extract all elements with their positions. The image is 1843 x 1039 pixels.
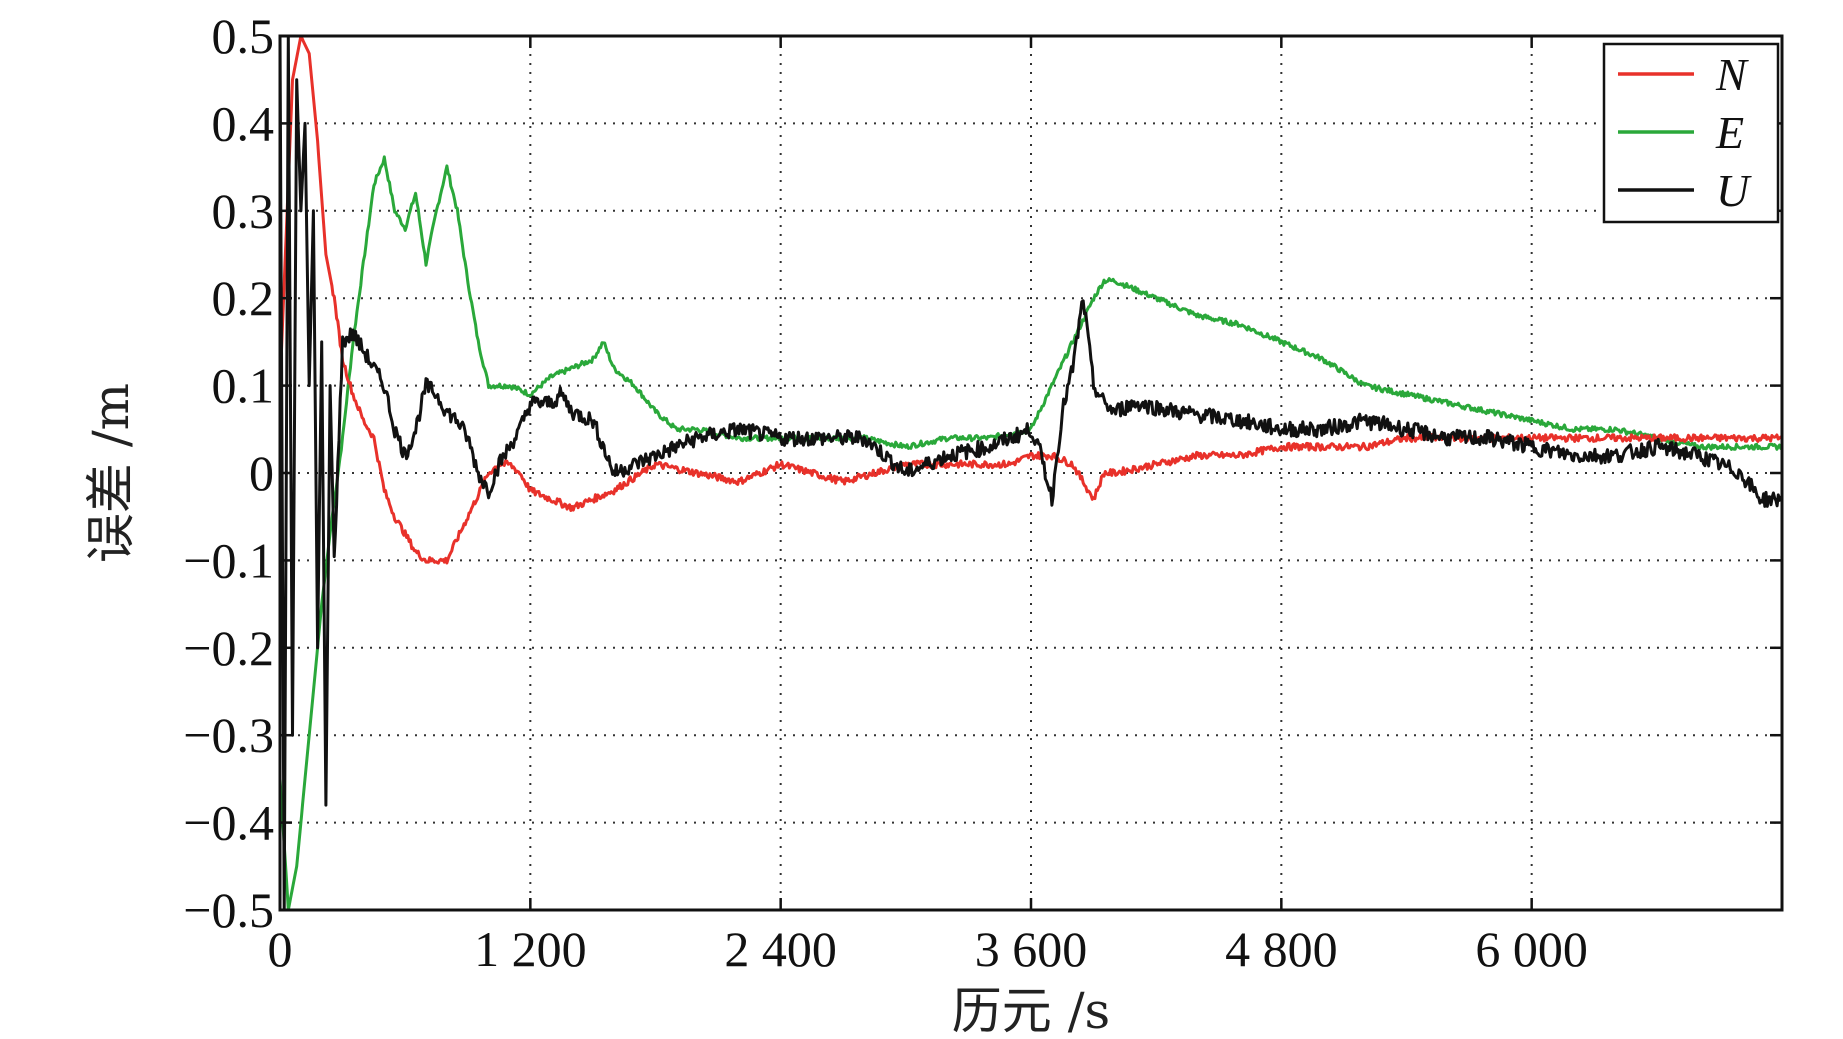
x-tick-label: 3 600: [975, 921, 1088, 977]
y-tick-label: −0.4: [183, 795, 274, 851]
x-axis-title: 历元 /s: [952, 982, 1110, 1039]
y-tick-label: −0.3: [183, 707, 274, 763]
y-tick-label: −0.5: [183, 882, 274, 938]
y-tick-label: 0.5: [212, 8, 275, 64]
x-tick-label: 2 400: [724, 921, 837, 977]
x-tick-label: 1 200: [474, 921, 587, 977]
x-tick-labels: 0 1 200 2 400 3 600 4 800 6 000: [268, 921, 1588, 977]
y-tick-label: 0.4: [212, 95, 275, 151]
legend: NEU: [1602, 42, 1780, 224]
legend-label-n: N: [1715, 49, 1749, 100]
legend-label-u: U: [1716, 165, 1752, 216]
series-line-u: [280, 36, 1782, 910]
series-line-e: [280, 155, 1782, 910]
y-tick-label: 0: [249, 445, 274, 501]
y-tick-label: −0.2: [183, 620, 274, 676]
y-tick-label: 0.3: [212, 183, 275, 239]
legend-label-e: E: [1715, 107, 1744, 158]
y-axis-title: 误差 /m: [82, 383, 140, 563]
x-tick-label: 4 800: [1225, 921, 1338, 977]
y-tick-label: 0.2: [212, 270, 275, 326]
y-tick-label: 0.1: [212, 358, 275, 414]
series-lines: [280, 36, 1782, 910]
y-tick-label: −0.1: [183, 532, 274, 588]
x-tick-label: 0: [268, 921, 293, 977]
x-tick-label: 6 000: [1475, 921, 1588, 977]
y-tick-labels: 0.5 0.4 0.3 0.2 0.1 0 −0.1 −0.2 −0.3 −0.4 −0.5: [183, 8, 274, 938]
grid: [280, 36, 1782, 910]
